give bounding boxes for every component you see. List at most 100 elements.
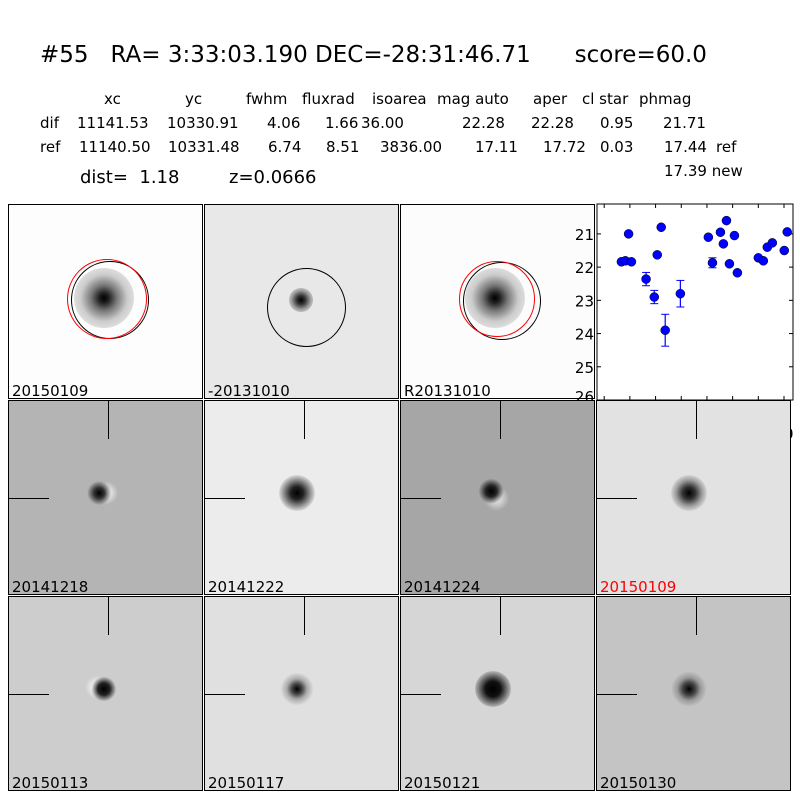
table-cell: 21.71: [663, 114, 706, 132]
data-point: [626, 257, 637, 267]
epoch-cutout: 20150130: [596, 596, 791, 791]
table-cell: 3836.00: [380, 138, 443, 156]
epoch-label: 20150121: [404, 774, 481, 791]
cutout-ref: R20131010: [400, 204, 595, 399]
crosshair-vertical: [500, 597, 501, 635]
table-cell: 0.03: [600, 138, 634, 156]
panel-label: 20150109: [12, 382, 89, 399]
table-cell: 6.74: [268, 138, 302, 156]
epoch-cutout: 20141218: [8, 400, 203, 595]
crosshair-horizontal: [597, 694, 637, 695]
crosshair-horizontal: [9, 694, 49, 695]
crosshair-horizontal: [205, 498, 245, 499]
y-tick-label: 22: [575, 259, 594, 277]
epoch-label: 20141218: [12, 578, 89, 595]
source-blob: [83, 671, 119, 707]
table-cell: 10330.91: [167, 114, 239, 132]
data-point: [656, 222, 666, 233]
crosshair-vertical: [500, 401, 501, 439]
table-cell: 11140.50: [79, 138, 151, 156]
crosshair-horizontal: [9, 498, 49, 499]
data-point: [767, 238, 778, 248]
table-cell: 17.11: [475, 138, 518, 156]
epoch-cutout: 20150109: [596, 400, 791, 595]
table-cell: 11141.53: [77, 114, 149, 132]
epoch-cutout: 20150117: [204, 596, 399, 791]
source-blob: [279, 475, 315, 511]
panel-label: -20131010: [208, 382, 290, 399]
column-header: yc: [185, 90, 203, 108]
epoch-cutout: 20141222: [204, 400, 399, 595]
crosshair-horizontal: [401, 694, 441, 695]
table-cell: 36.00: [361, 114, 404, 132]
table-cell: 22.28: [531, 114, 574, 132]
data-point: [721, 215, 732, 226]
data-point: [641, 274, 651, 284]
panel-label: R20131010: [404, 382, 491, 399]
crosshair-vertical: [696, 401, 697, 439]
epoch-label: 20150113: [12, 774, 89, 791]
table-cell: 17.44: [664, 138, 707, 156]
cutout-new: 20150109: [8, 204, 203, 399]
table-cell: 4.06: [267, 114, 301, 132]
data-point: [623, 229, 634, 239]
cutout-diff: -20131010: [204, 204, 399, 399]
column-header: cl star: [582, 90, 629, 108]
y-tick-label: 25: [575, 359, 594, 377]
table-cell: 17.72: [543, 138, 586, 156]
source-blob: [279, 671, 315, 707]
source-blob: [83, 475, 119, 511]
column-header: phmag: [639, 90, 692, 108]
crosshair-horizontal: [401, 498, 441, 499]
data-point: [715, 227, 726, 237]
data-point: [675, 288, 686, 299]
data-point: [707, 258, 718, 268]
data-point: [724, 259, 735, 269]
source-blob: [671, 671, 707, 707]
epoch-cutout: 20150121: [400, 596, 595, 791]
epoch-label: 20141222: [208, 578, 285, 595]
source-blob: [475, 671, 511, 707]
column-header: aper: [533, 90, 568, 108]
y-tick-label: 24: [575, 326, 594, 344]
table-cell: 1.66: [325, 114, 359, 132]
epoch-label: 20141224: [404, 578, 481, 595]
data-point: [758, 256, 769, 266]
column-header: mag auto: [437, 90, 509, 108]
data-point: [652, 250, 662, 260]
crosshair-horizontal: [205, 694, 245, 695]
data-point: [782, 227, 792, 237]
table-cell: 22.28: [462, 114, 505, 132]
epoch-label: 20150117: [208, 774, 285, 791]
epoch-cutout: 20150113: [8, 596, 203, 791]
row-suffix: ref: [716, 138, 737, 156]
epoch-cutout: 20141224: [400, 400, 595, 595]
data-point: [649, 292, 660, 302]
epoch-label: 20150130: [600, 774, 677, 791]
dist-value: dist= 1.18: [80, 167, 180, 188]
y-tick-label: 23: [575, 292, 594, 310]
crosshair-vertical: [696, 597, 697, 635]
crosshair-vertical: [108, 401, 109, 439]
y-tick-label: 21: [575, 226, 594, 244]
crosshair-vertical: [108, 597, 109, 635]
column-header: xc: [104, 90, 121, 108]
table-cell: 10331.48: [168, 138, 240, 156]
candidate-title: #55 RA= 3:33:03.190 DEC=-28:31:46.71 sco…: [40, 42, 707, 68]
data-point: [660, 325, 670, 335]
new-phmag: 17.39 new: [664, 162, 743, 180]
source-blob: [475, 475, 511, 511]
column-header: isoarea: [372, 90, 427, 108]
column-header: fwhm: [246, 90, 288, 108]
table-cell: 8.51: [326, 138, 360, 156]
data-point: [732, 268, 743, 278]
red-circle-marker: [459, 261, 535, 337]
source-blob: [671, 475, 707, 511]
red-circle-marker: [67, 259, 147, 339]
data-point: [729, 230, 740, 241]
crosshair-vertical: [304, 401, 305, 439]
epoch-label: 20150109: [600, 578, 677, 595]
data-point: [779, 245, 790, 256]
